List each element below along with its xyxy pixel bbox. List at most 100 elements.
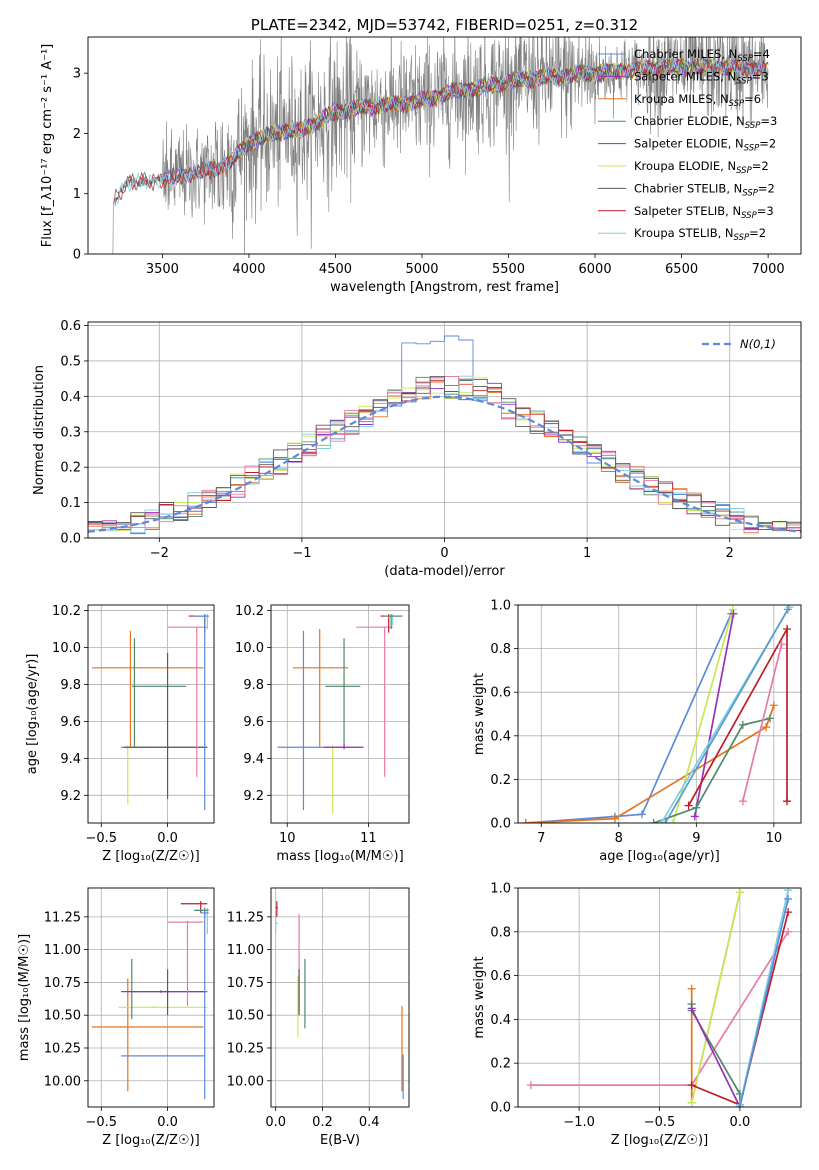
x-axis-label: Z [log₁₀(Z/Z☉)] — [611, 1133, 708, 1148]
y-tick-label: 10.50 — [44, 1009, 81, 1024]
errorbar-point — [167, 626, 208, 777]
massweight-vs-metallicity-panel: −1.0 −0.5 0.0 0.0 0.2 0.4 0.6 0.8 1.0 Z [log₁₀(Z/… — [472, 882, 802, 1148]
legend: N(0,1) — [702, 337, 776, 351]
y-tick-label: 0.6 — [60, 319, 81, 334]
legend-entry: Chabrier ELODIE, NSSP=3 — [634, 114, 777, 131]
massweight-vs-age-panel: 7 8 9 10 0.0 0.2 0.4 0.6 0.8 1.0 age [log₁₀(age/yr… — [472, 599, 802, 864]
series-marker — [684, 801, 693, 810]
x-tick-label: −1 — [292, 546, 311, 561]
axes-frame — [270, 887, 410, 1108]
y-tick-label: 10.0 — [52, 641, 81, 656]
series-marker — [765, 714, 774, 723]
y-tick-label: 1 — [73, 187, 81, 202]
errorbars — [277, 614, 403, 814]
y-tick-label: 10.50 — [227, 1009, 264, 1024]
series-marker — [738, 797, 747, 806]
series — [521, 701, 778, 823]
series-marker — [661, 819, 670, 823]
series-line — [690, 892, 741, 1103]
histogram-series — [88, 375, 801, 531]
y-tick-label: 0.6 — [490, 969, 511, 984]
series-marker — [784, 894, 793, 903]
axes-frame — [517, 604, 802, 824]
errorbar-point — [325, 638, 361, 748]
axes-frame — [517, 887, 802, 1108]
legend-entry: Chabrier STELIB, NSSP=2 — [634, 181, 775, 198]
errorbar-point — [200, 910, 209, 1100]
x-tick-label: 1 — [583, 546, 591, 561]
series-marker — [687, 1004, 696, 1013]
y-tick-label: 0.8 — [490, 642, 511, 657]
y-tick-label: 0.0 — [490, 817, 511, 832]
model-spectrum-line — [113, 57, 769, 205]
x-tick-label: 4000 — [232, 262, 265, 277]
series-line — [525, 705, 775, 823]
series-marker — [762, 723, 771, 732]
series-marker — [769, 701, 778, 710]
series-marker — [687, 1098, 696, 1107]
series-marker — [521, 819, 530, 823]
chart-title: PLATE=2342, MJD=53742, FIBERID=0251, z=0… — [251, 16, 638, 34]
x-tick-label: 5500 — [492, 262, 525, 277]
x-tick-label: 10 — [279, 831, 296, 846]
errorbar-point — [123, 653, 208, 799]
x-tick-label: 6000 — [579, 262, 612, 277]
x-tick-label: 0.0 — [730, 1115, 751, 1130]
x-tick-label: −0.5 — [644, 1115, 676, 1130]
series-marker — [526, 1081, 535, 1090]
series-marker — [784, 888, 793, 895]
errorbar-point — [384, 614, 403, 630]
legend-entry: Kroupa MILES, NSSP=6 — [634, 92, 761, 109]
legend-entry: Kroupa STELIB, NSSP=2 — [634, 226, 766, 243]
x-tick-label: −0.5 — [85, 831, 117, 846]
series-marker — [610, 814, 619, 823]
errorbar-point — [91, 630, 204, 748]
series-marker — [777, 640, 786, 649]
y-tick-label: 0 — [73, 248, 81, 263]
x-tick-label: 11 — [360, 831, 377, 846]
series-marker — [783, 624, 792, 633]
mass-vs-metallicity-panel: −0.5 0.0 10.00 10.25 10.50 10.75 11.00 11.25 Z [… — [17, 887, 215, 1148]
series — [684, 624, 792, 810]
normal-distribution-curve — [88, 395, 801, 533]
y-tick-label: 10.2 — [52, 604, 81, 619]
series-marker — [687, 984, 696, 993]
histograms — [88, 335, 801, 535]
x-tick-label: 0.0 — [157, 1115, 178, 1130]
y-tick-label: 10.2 — [235, 604, 264, 619]
y-tick-label: 11.25 — [227, 910, 264, 925]
model-spectrum-line — [113, 58, 769, 203]
series-line — [664, 608, 789, 823]
y-tick-label: 0.2 — [490, 773, 511, 788]
x-tick-label: 5000 — [405, 262, 438, 277]
y-tick-label: 10.0 — [235, 641, 264, 656]
x-axis-label: E(B-V) — [320, 1133, 360, 1148]
legend-entry: Salpeter MILES, NSSP=3 — [634, 69, 769, 86]
errorbar-point — [164, 969, 171, 1016]
y-tick-label: 0.8 — [490, 925, 511, 940]
axes-frame — [87, 887, 215, 1108]
x-tick-label: 0.2 — [312, 1115, 333, 1130]
series — [735, 894, 793, 1107]
y-tick-label: 9.4 — [60, 752, 81, 767]
y-tick-label: 9.8 — [60, 678, 81, 693]
series-line — [690, 1008, 741, 1107]
y-tick-label: 10.25 — [44, 1041, 81, 1056]
legend-entry: N(0,1) — [740, 337, 776, 351]
spectrum-panel: 3500 4000 4500 5000 5500 6000 6500 7000 0 1 2 3 PLAT… — [40, 16, 802, 295]
y-tick-label: 9.6 — [60, 715, 81, 730]
y-tick-label: 0.1 — [60, 496, 81, 511]
y-tick-label: 1.0 — [490, 882, 511, 897]
y-tick-label: 11.00 — [227, 943, 264, 958]
y-tick-label: 11.00 — [44, 943, 81, 958]
errorbar-point — [277, 630, 361, 811]
y-axis-label: mass weight — [472, 956, 487, 1038]
spectrum-lines — [111, 37, 769, 254]
series-line — [739, 898, 789, 1107]
residuals-panel: −2 −1 0 1 2 0.0 0.1 0.2 0.3 0.4 0.5 0.6 (data-model)… — [32, 319, 802, 579]
y-tick-label: 9.2 — [60, 789, 81, 804]
y-tick-label: 9.8 — [243, 678, 264, 693]
y-tick-label: 0.5 — [60, 354, 81, 369]
x-tick-label: 7000 — [752, 262, 785, 277]
